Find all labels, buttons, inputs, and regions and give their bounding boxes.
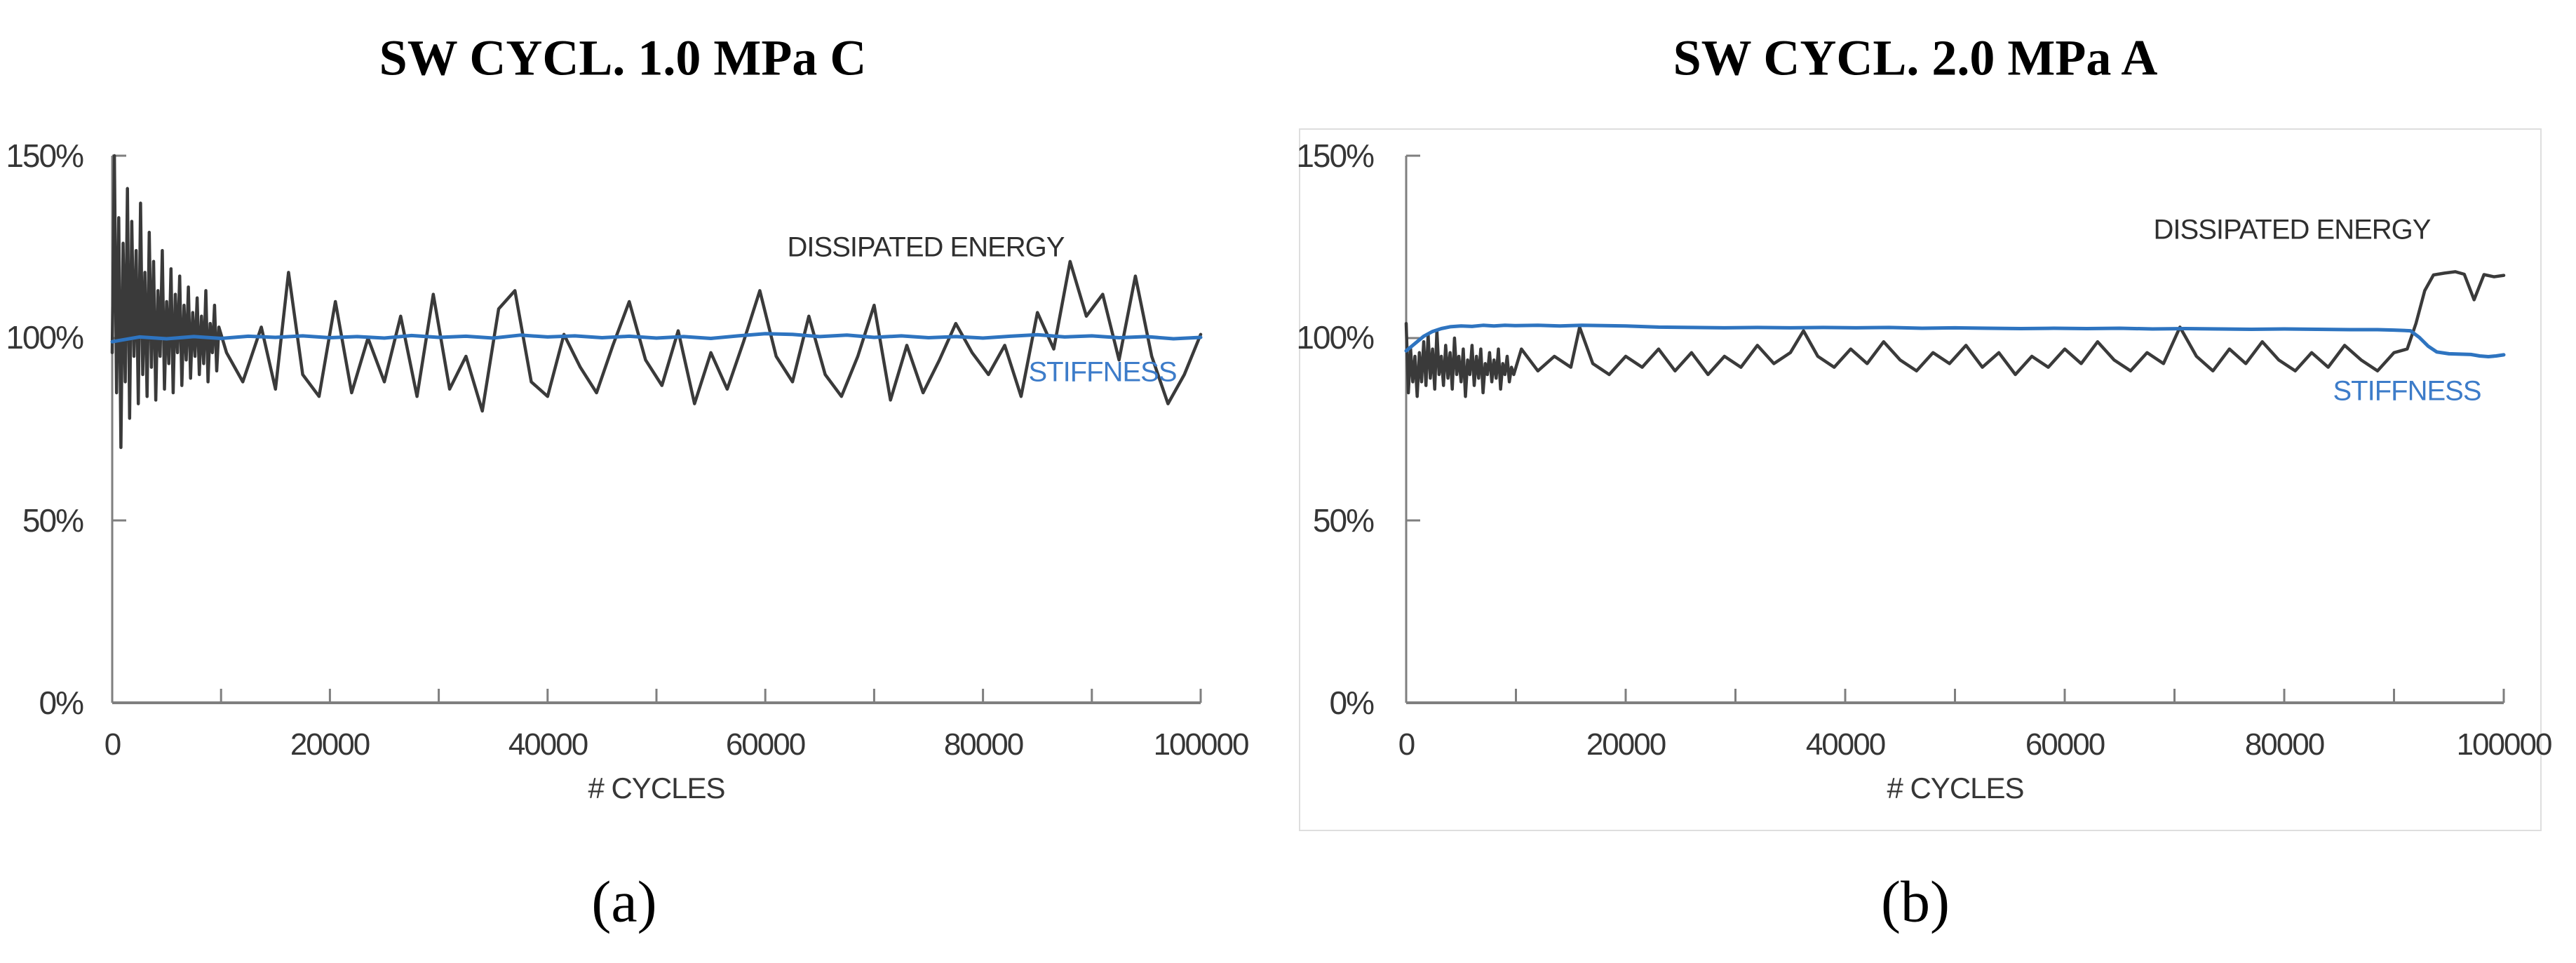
chart-a-series-dissipated-energy [110, 154, 1203, 450]
chart-b-ytick-50: 50% [1312, 502, 1375, 539]
chart-b-ytick-0: 0% [1329, 685, 1375, 721]
chart-b-caption: (b) [1881, 869, 1950, 935]
chart-a-ytick-50: 50% [22, 502, 84, 539]
chart-a-xtick-40000: 40000 [508, 727, 588, 762]
chart-a-ytick-150: 150% [6, 137, 84, 174]
chart-a-xtick-20000: 20000 [290, 727, 370, 762]
chart-b-ytick-100: 100% [1296, 319, 1375, 356]
chart-b-xtick-40000: 40000 [1805, 727, 1886, 762]
chart-a-ytick-100: 100% [6, 319, 84, 356]
chart-a-title: SW CYCL. 1.0 MPa C [379, 29, 867, 86]
chart-a-xtick-0: 0 [104, 727, 122, 762]
chart-b-stiffness-label: STIFFNESS [2333, 375, 2481, 407]
chart-b-series-dissipated-energy [1404, 270, 2506, 398]
chart-b-xtick-20000: 20000 [1586, 727, 1666, 762]
chart-b-xtick-100000: 100000 [2456, 727, 2553, 762]
chart-b-xtick-0: 0 [1398, 727, 1416, 762]
chart-b-xtick-80000: 80000 [2244, 727, 2325, 762]
chart-a-series-stiffness [110, 332, 1203, 344]
chart-a-xaxis-label: # CYCLES [588, 772, 725, 804]
chart-b-title: SW CYCL. 2.0 MPa A [1673, 29, 2158, 86]
chart-a-dissipated-energy-label: DISSIPATED ENERGY [787, 231, 1065, 263]
chart-a-stiffness-label: STIFFNESS [1028, 356, 1177, 388]
chart-a-ytick-0: 0% [39, 685, 85, 721]
chart-a-xtick-100000: 100000 [1153, 727, 1250, 762]
chart-b-series-stiffness [1404, 323, 2506, 358]
chart-a-xtick-60000: 60000 [725, 727, 806, 762]
chart-b-xaxis-label: # CYCLES [1887, 772, 2024, 804]
chart-b-ytick-150: 150% [1296, 137, 1375, 174]
chart-b-xtick-60000: 60000 [2025, 727, 2105, 762]
chart-a-xtick-80000: 80000 [943, 727, 1024, 762]
chart-a-caption: (a) [591, 869, 657, 935]
chart-b-dissipated-energy-label: DISSIPATED ENERGY [2153, 214, 2432, 245]
chart-b-panel-border [1299, 128, 2542, 831]
